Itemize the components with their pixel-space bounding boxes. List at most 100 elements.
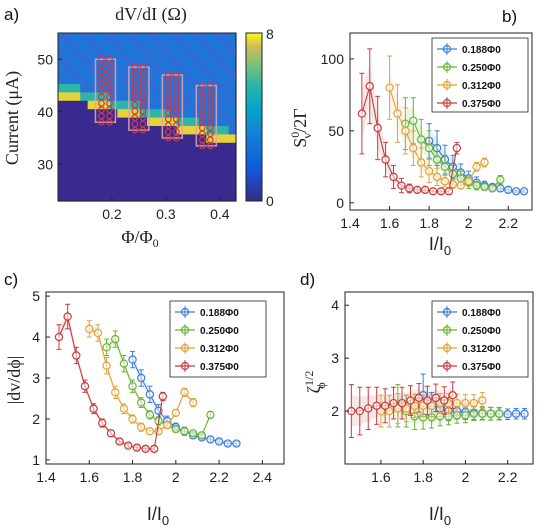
- heatmap-cell: [206, 159, 215, 168]
- heatmap-cell: [228, 49, 237, 59]
- heatmap-cell: [228, 75, 237, 84]
- data-point: [432, 172, 442, 182]
- data-point: [405, 184, 414, 193]
- data-point: [223, 439, 232, 448]
- marker-point: [139, 88, 147, 96]
- heatmap-cell: [132, 41, 141, 51]
- heatmap-cell: [228, 192, 237, 202]
- heatmap-cell: [124, 33, 133, 42]
- heatmap-cell: [191, 167, 200, 177]
- heatmap-cell: [198, 175, 207, 185]
- heatmap-cell: [58, 133, 67, 143]
- heatmap-cell: [184, 33, 193, 42]
- legend-marker: [442, 325, 452, 335]
- heatmap-cell: [58, 58, 67, 68]
- heatmap-cell: [198, 100, 207, 110]
- legend-label: 0.250Φ0: [200, 326, 239, 337]
- heatmap-cell: [154, 142, 163, 152]
- marker-point: [98, 55, 105, 63]
- axes-frame: [349, 32, 533, 211]
- heatmap-cell: [184, 167, 193, 177]
- marker-point: [164, 103, 172, 110]
- heatmap-cell: [221, 108, 230, 118]
- heatmap-cell: [191, 192, 200, 202]
- heatmap-cell: [213, 159, 222, 168]
- heatmap-cell: [213, 91, 222, 101]
- heatmap-cell: [95, 142, 104, 152]
- heatmap-cell: [176, 83, 185, 93]
- colorbar-tick-min: 0: [266, 193, 274, 209]
- heatmap-cell: [198, 192, 207, 202]
- heatmap-cell: [80, 117, 89, 126]
- marker-column-outline: [94, 58, 117, 123]
- heatmap-cell: [95, 108, 104, 118]
- heatmap-cell: [109, 58, 118, 68]
- heatmap-cell: [102, 133, 111, 143]
- heatmap-cell: [169, 175, 178, 185]
- heatmap-cell: [102, 49, 111, 59]
- heatmap-cell: [58, 192, 67, 202]
- marker-point: [139, 107, 147, 115]
- marker-point: [131, 82, 139, 90]
- heatmap-cell: [65, 159, 74, 168]
- heatmap-cell: [109, 83, 118, 93]
- data-point: [357, 109, 367, 118]
- heatmap-cell: [80, 159, 89, 168]
- data-point: [427, 401, 436, 410]
- heatmap-cell: [109, 91, 118, 101]
- plot-c: 1.4 1.6 1.8 2 2.2 2.4 1 2 3 4 5 0.188Φ0 0.250Φ0 0.312…: [32, 288, 285, 485]
- heatmap-cell: [206, 184, 215, 194]
- data-point: [197, 431, 206, 440]
- heatmap-cell: [102, 167, 111, 177]
- marker-point: [106, 62, 113, 69]
- data-point: [478, 409, 487, 418]
- heatmap-cell: [206, 133, 215, 143]
- heatmap-cell: [65, 91, 74, 101]
- heatmap-cell: [176, 125, 185, 135]
- heatmap-cell: [65, 175, 74, 185]
- data-point: [409, 143, 418, 153]
- marker-point: [131, 114, 139, 121]
- heatmap-cell: [154, 150, 163, 160]
- heatmap-cell: [198, 117, 207, 126]
- heatmap-cell: [72, 167, 81, 177]
- heatmap-cell: [147, 184, 156, 194]
- heatmap-cell: [132, 159, 141, 168]
- data-point: [149, 444, 159, 454]
- heatmap-cell: [191, 175, 200, 185]
- heatmap-cell: [132, 167, 141, 177]
- heatmap-cell: [184, 100, 193, 110]
- heatmap-cell: [198, 33, 207, 42]
- heatmap-cell: [147, 108, 156, 118]
- panel-a: a) dV/dI (Ω) 0.2 0.3 0.4 30 40 50 Current (μA…: [2, 4, 274, 250]
- heatmap-cell: [228, 91, 237, 101]
- marker-point: [172, 103, 180, 110]
- heatmap-cell: [65, 33, 74, 42]
- heatmap-cell: [95, 41, 104, 51]
- heatmap-cell: [184, 108, 193, 118]
- marker-point: [164, 115, 172, 123]
- heatmap-cell: [161, 175, 170, 185]
- heatmap-cell: [154, 75, 163, 84]
- heatmap-cell: [184, 175, 193, 185]
- heatmap-cell: [102, 142, 111, 152]
- heatmap-cell: [95, 192, 104, 202]
- heatmap-cell: [132, 49, 141, 59]
- heatmap-cell: [95, 150, 104, 160]
- heatmap-cell: [154, 83, 163, 93]
- data-point: [214, 437, 224, 446]
- marker-point: [172, 109, 180, 117]
- heatmap-cell: [169, 49, 178, 59]
- data-point: [496, 175, 505, 184]
- heatmap-cell: [191, 91, 200, 101]
- heatmap-cell: [213, 125, 222, 135]
- panel-label-c: c): [4, 270, 18, 289]
- data-point: [145, 427, 155, 436]
- legend-label: 0.312Φ0: [462, 81, 501, 92]
- heatmap-cell: [139, 159, 148, 168]
- heatmap-cell: [206, 66, 215, 76]
- heatmap-cell: [72, 192, 81, 202]
- heatmap-cell: [102, 108, 111, 118]
- heatmap-cell: [102, 150, 111, 160]
- heatmap-cell: [184, 125, 193, 135]
